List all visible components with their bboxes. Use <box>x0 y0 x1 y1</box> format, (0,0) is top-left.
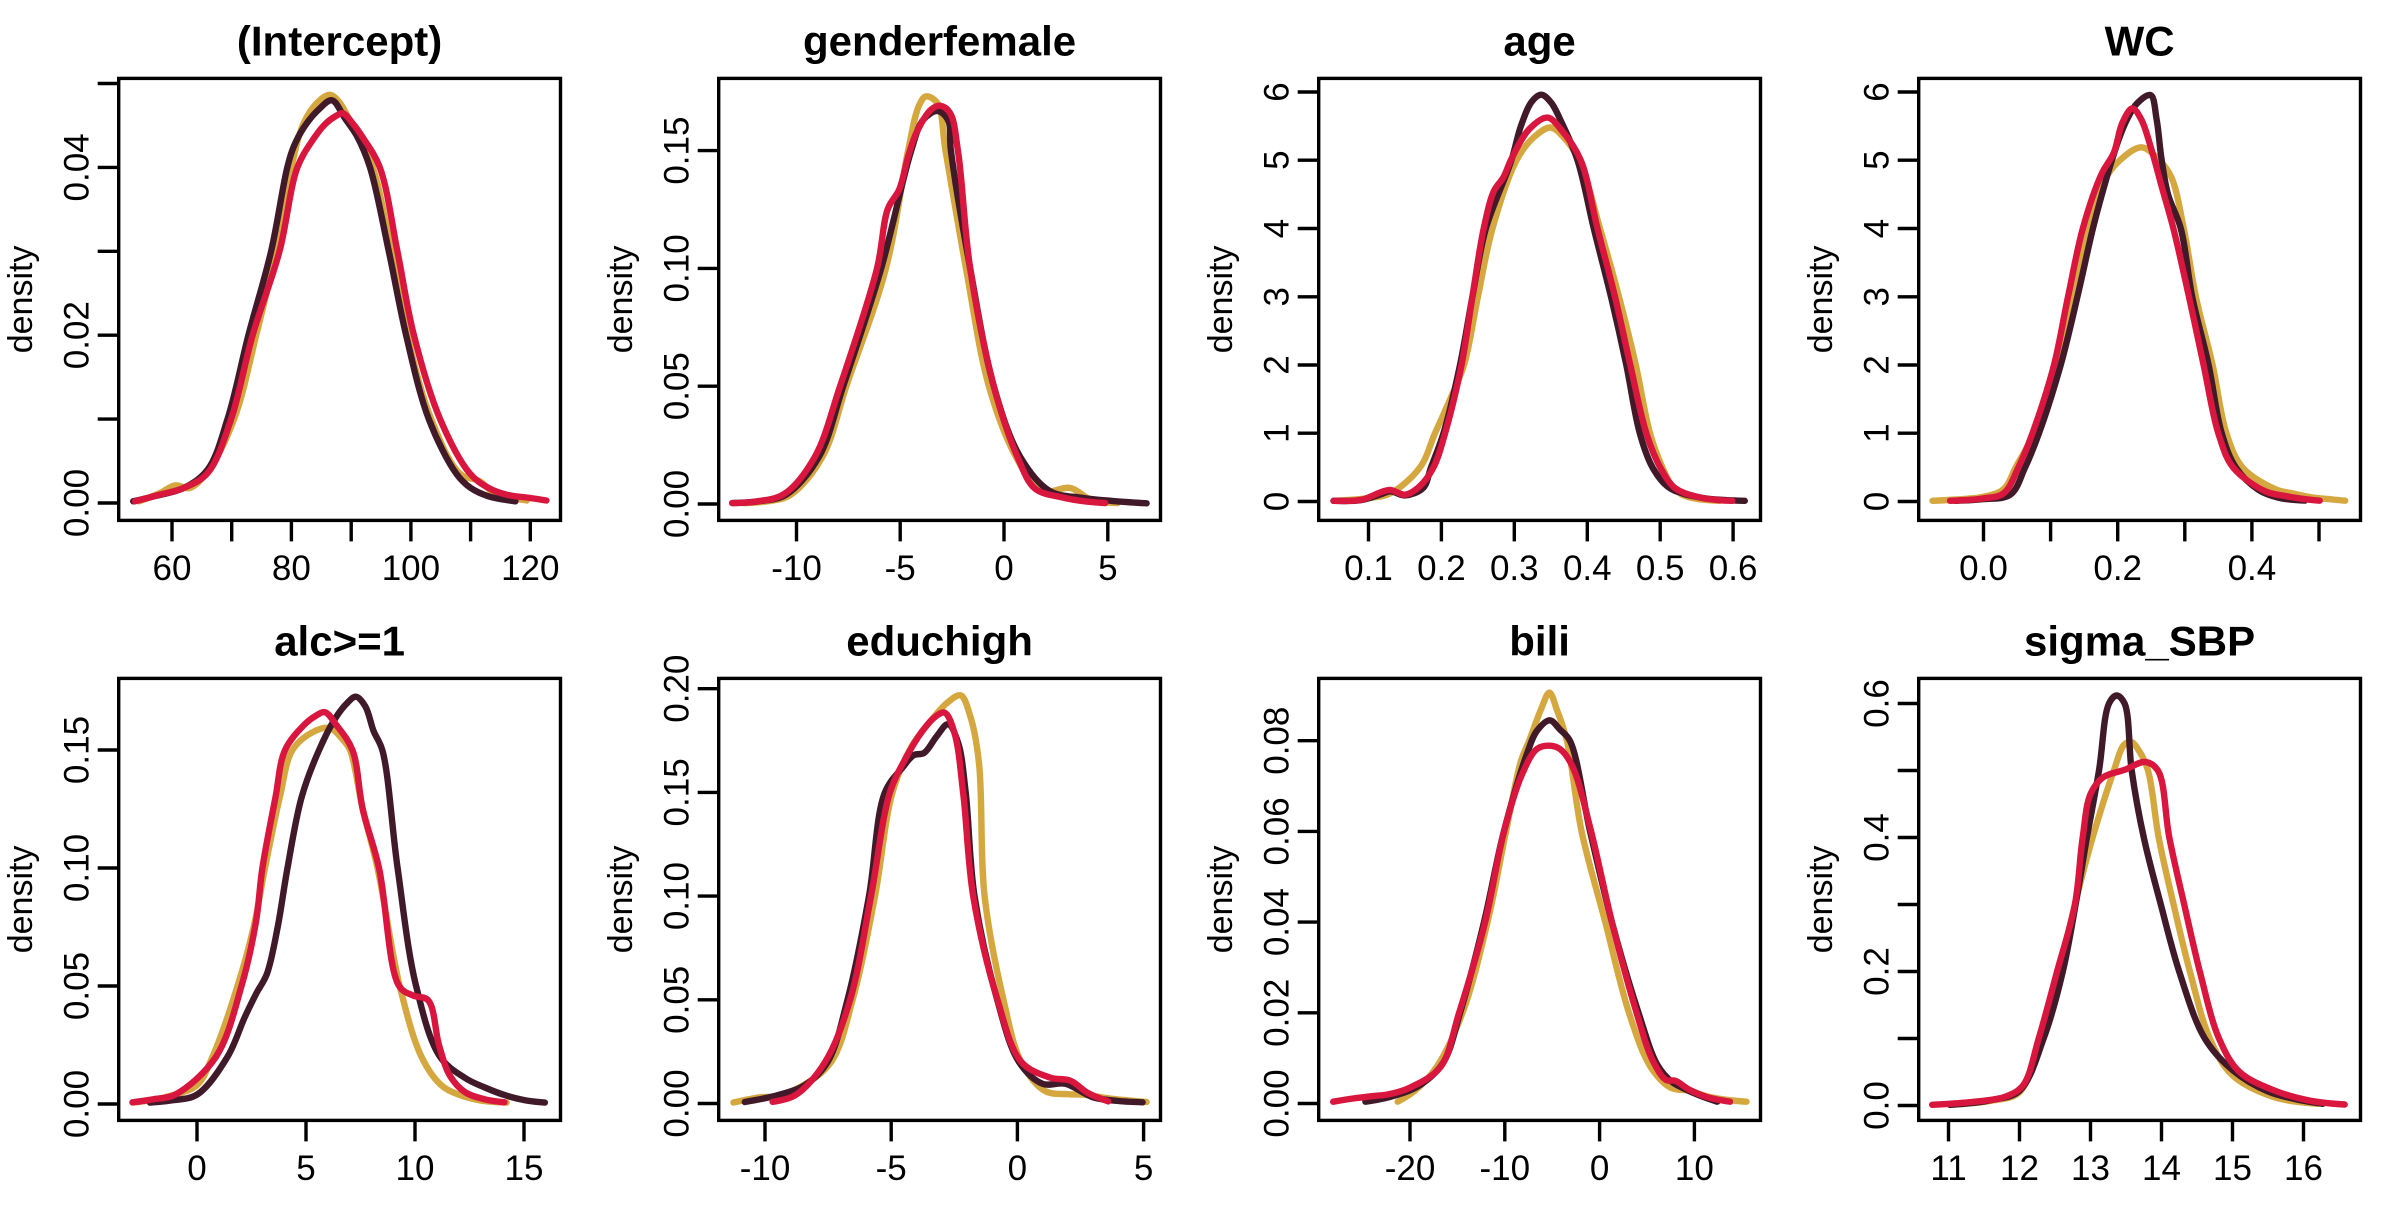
svg-text:1: 1 <box>1858 423 1897 442</box>
svg-text:0.10: 0.10 <box>58 834 97 902</box>
svg-text:15: 15 <box>2213 1149 2252 1188</box>
svg-text:0.04: 0.04 <box>58 133 97 201</box>
svg-text:3: 3 <box>1258 287 1297 306</box>
svg-text:0.4: 0.4 <box>1563 549 1612 588</box>
svg-text:0.00: 0.00 <box>1258 1069 1297 1137</box>
svg-text:15: 15 <box>505 1149 544 1188</box>
svg-text:0.0: 0.0 <box>1959 549 2008 588</box>
svg-text:0.6: 0.6 <box>1858 679 1897 728</box>
svg-text:-10: -10 <box>740 1149 791 1188</box>
svg-text:0: 0 <box>1008 1149 1027 1188</box>
svg-text:density: density <box>2 846 40 954</box>
svg-text:0.05: 0.05 <box>658 352 697 420</box>
svg-text:0: 0 <box>994 549 1013 588</box>
svg-text:12: 12 <box>2000 1149 2039 1188</box>
svg-text:0.00: 0.00 <box>658 1069 697 1137</box>
svg-text:0.04: 0.04 <box>1258 888 1297 956</box>
svg-text:0.15: 0.15 <box>658 758 697 826</box>
svg-text:16: 16 <box>2284 1149 2323 1188</box>
svg-text:5: 5 <box>1858 150 1897 169</box>
svg-text:alc>=1: alc>=1 <box>274 618 405 665</box>
svg-text:0.00: 0.00 <box>58 469 97 537</box>
svg-text:0.1: 0.1 <box>1344 549 1393 588</box>
svg-text:0.05: 0.05 <box>658 966 697 1034</box>
svg-text:5: 5 <box>296 1149 315 1188</box>
svg-text:0.10: 0.10 <box>658 234 697 302</box>
svg-text:0.2: 0.2 <box>1417 549 1466 588</box>
svg-text:14: 14 <box>2142 1149 2181 1188</box>
svg-text:0: 0 <box>1590 1149 1609 1188</box>
svg-text:4: 4 <box>1858 219 1897 238</box>
svg-text:5: 5 <box>1258 150 1297 169</box>
svg-text:6: 6 <box>1858 82 1897 101</box>
svg-text:-20: -20 <box>1385 1149 1436 1188</box>
svg-text:educhigh: educhigh <box>846 618 1033 665</box>
svg-text:-10: -10 <box>771 549 822 588</box>
svg-text:0.08: 0.08 <box>1258 707 1297 775</box>
svg-text:bili: bili <box>1509 618 1570 665</box>
svg-text:80: 80 <box>272 549 311 588</box>
svg-text:100: 100 <box>382 549 440 588</box>
svg-text:2: 2 <box>1258 355 1297 374</box>
svg-text:0.02: 0.02 <box>1258 979 1297 1047</box>
svg-text:3: 3 <box>1858 287 1897 306</box>
svg-text:density: density <box>1202 246 1240 354</box>
svg-text:0.5: 0.5 <box>1636 549 1685 588</box>
svg-text:0.0: 0.0 <box>1858 1081 1897 1130</box>
svg-text:60: 60 <box>153 549 192 588</box>
svg-text:1: 1 <box>1258 423 1297 442</box>
svg-text:age: age <box>1503 18 1575 65</box>
svg-text:4: 4 <box>1258 219 1297 238</box>
svg-text:0.20: 0.20 <box>658 655 697 723</box>
svg-text:11: 11 <box>1930 1149 1966 1188</box>
svg-text:(Intercept): (Intercept) <box>237 18 442 65</box>
svg-text:0.4: 0.4 <box>2228 549 2277 588</box>
svg-text:-10: -10 <box>1480 1149 1531 1188</box>
svg-text:0.00: 0.00 <box>658 470 697 538</box>
svg-text:0.4: 0.4 <box>1858 813 1897 862</box>
svg-text:0.00: 0.00 <box>58 1070 97 1138</box>
svg-text:10: 10 <box>1675 1149 1714 1188</box>
svg-text:0: 0 <box>1858 492 1897 511</box>
svg-text:5: 5 <box>1098 549 1117 588</box>
svg-text:0.05: 0.05 <box>58 952 97 1020</box>
svg-text:sigma_SBP: sigma_SBP <box>2024 618 2255 665</box>
svg-text:2: 2 <box>1858 355 1897 374</box>
svg-text:density: density <box>1802 246 1840 354</box>
svg-text:genderfemale: genderfemale <box>803 18 1076 65</box>
svg-text:-5: -5 <box>876 1149 907 1188</box>
svg-text:0: 0 <box>1258 492 1297 511</box>
svg-text:0.2: 0.2 <box>2093 549 2142 588</box>
svg-text:density: density <box>1802 846 1840 954</box>
svg-text:0.10: 0.10 <box>658 862 697 930</box>
svg-text:0.15: 0.15 <box>58 716 97 784</box>
svg-text:120: 120 <box>501 549 559 588</box>
svg-text:5: 5 <box>1134 1149 1153 1188</box>
svg-text:10: 10 <box>396 1149 435 1188</box>
svg-text:0.15: 0.15 <box>658 117 697 185</box>
svg-text:WC: WC <box>2105 18 2175 65</box>
svg-text:0.02: 0.02 <box>58 301 97 369</box>
svg-text:0.6: 0.6 <box>1709 549 1758 588</box>
svg-text:13: 13 <box>2071 1149 2110 1188</box>
svg-text:0.06: 0.06 <box>1258 797 1297 865</box>
svg-text:density: density <box>602 246 640 354</box>
svg-text:density: density <box>2 246 40 354</box>
svg-text:density: density <box>1202 846 1240 954</box>
svg-text:0: 0 <box>187 1149 206 1188</box>
svg-text:0.3: 0.3 <box>1490 549 1539 588</box>
svg-text:density: density <box>602 846 640 954</box>
svg-text:6: 6 <box>1258 82 1297 101</box>
svg-text:0.2: 0.2 <box>1858 947 1897 996</box>
svg-text:-5: -5 <box>885 549 916 588</box>
